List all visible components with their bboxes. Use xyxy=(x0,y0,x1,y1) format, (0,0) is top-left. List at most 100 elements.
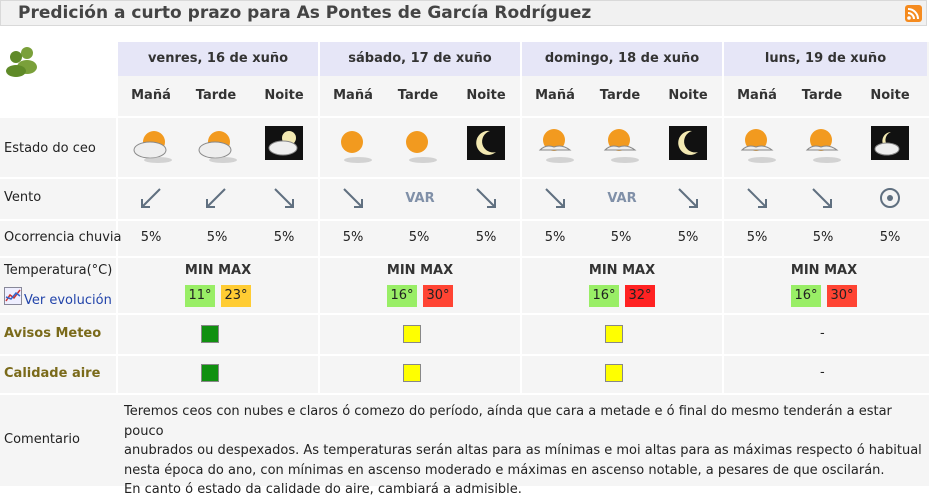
row-divider xyxy=(0,313,929,315)
rain-probability: 5% xyxy=(273,230,295,245)
period-label: Mañá xyxy=(131,88,171,103)
temp-max: 30° xyxy=(423,285,453,307)
wind-arrow-se-icon xyxy=(747,188,767,208)
rain-probability: 5% xyxy=(475,230,497,245)
cloudy-sun-icon xyxy=(198,131,237,163)
warning-level-green[interactable] xyxy=(201,325,219,343)
wind-arrow-se-icon xyxy=(812,188,832,208)
warning-level-yellow[interactable] xyxy=(605,325,623,343)
row-label-air-quality[interactable]: Calidade aire xyxy=(4,366,101,381)
period-label: Mañá xyxy=(535,88,575,103)
row-label-warnings[interactable]: Avisos Meteo xyxy=(4,326,102,341)
period-label: Tarde xyxy=(195,88,237,103)
day-header: luns, 19 de xuño xyxy=(724,42,927,76)
temp-min: 11° xyxy=(185,285,215,307)
row-divider xyxy=(0,354,929,356)
wind-arrow-se-icon xyxy=(678,188,698,208)
wind-arrow-sw-icon xyxy=(206,188,226,208)
temp-max: 32° xyxy=(625,285,655,307)
warning-none: - xyxy=(820,326,825,341)
min-max-header: MIN MAX xyxy=(386,263,454,278)
period-label: Noite xyxy=(668,88,708,103)
temp-min: 16° xyxy=(387,285,417,307)
wind-arrow-se-icon xyxy=(343,188,363,208)
rain-probability: 5% xyxy=(408,230,430,245)
rain-probability: 5% xyxy=(544,230,566,245)
temp-min: 16° xyxy=(791,285,821,307)
row-divider xyxy=(0,177,929,179)
period-label: Mañá xyxy=(333,88,373,103)
rain-probability: 5% xyxy=(140,230,162,245)
wind-arrow-sw-icon xyxy=(141,188,161,208)
comment-line: Teremos ceos con nubes e claros ó comezo… xyxy=(124,404,892,439)
cloudy-moon-icon xyxy=(871,126,909,160)
partly-cloudy-sun-icon xyxy=(805,129,841,163)
wind-variable-label: VAR xyxy=(607,191,637,206)
row-divider xyxy=(0,116,929,118)
evolution-link[interactable]: Ver evolución xyxy=(24,293,112,308)
rain-probability: 5% xyxy=(812,230,834,245)
column-divider xyxy=(722,42,724,393)
min-max-header: MIN MAX xyxy=(588,263,656,278)
cloudy-sun-icon xyxy=(133,131,172,163)
row-label-rain: Ocorrencia chuvia xyxy=(4,230,122,245)
comment-line: nesta época do ano, con mínimas en ascen… xyxy=(124,462,885,478)
temp-min: 16° xyxy=(589,285,619,307)
min-max-header: MIN MAX xyxy=(790,263,858,278)
air-quality-yellow[interactable] xyxy=(605,364,623,382)
rss-icon[interactable] xyxy=(905,5,922,22)
day-header: sábado, 17 de xuño xyxy=(320,42,520,76)
row-divider xyxy=(0,219,929,221)
rain-probability: 5% xyxy=(206,230,228,245)
temp-max: 23° xyxy=(221,285,251,307)
period-label: Mañá xyxy=(737,88,777,103)
sun-icon xyxy=(406,131,437,163)
partly-cloudy-sun-icon xyxy=(603,129,639,163)
chart-icon[interactable] xyxy=(4,287,22,305)
title-bar: Predición a curto prazo para As Pontes d… xyxy=(0,0,927,26)
row-label-temperature: Temperatura(°C) xyxy=(4,263,113,278)
wind-variable-label: VAR xyxy=(405,191,435,206)
column-divider xyxy=(318,42,320,393)
comment-line: En canto ó estado da calidade do aire, c… xyxy=(124,482,522,497)
temp-max: 30° xyxy=(827,285,857,307)
wind-arrow-se-icon xyxy=(476,188,496,208)
cloudy-moon-icon xyxy=(265,126,303,160)
row-label-wind: Vento xyxy=(4,190,42,205)
day-header: venres, 16 de xuño xyxy=(118,42,318,76)
period-label: Noite xyxy=(264,88,304,103)
sun-icon xyxy=(341,131,372,163)
comment-line: anubrados ou despexados. As temperaturas… xyxy=(124,443,922,458)
period-label: Tarde xyxy=(599,88,641,103)
moon-icon xyxy=(467,126,505,160)
wind-arrow-se-icon xyxy=(545,188,565,208)
period-label: Noite xyxy=(870,88,910,103)
partly-cloudy-sun-icon xyxy=(538,129,574,163)
rain-probability: 5% xyxy=(342,230,364,245)
rain-probability: 5% xyxy=(746,230,768,245)
warning-level-yellow[interactable] xyxy=(403,325,421,343)
row-label-sky: Estado do ceo xyxy=(4,141,96,156)
column-divider xyxy=(520,42,522,393)
rain-probability: 5% xyxy=(677,230,699,245)
partly-cloudy-sun-icon xyxy=(740,129,776,163)
row-divider xyxy=(0,256,929,258)
air-quality-green[interactable] xyxy=(201,364,219,382)
air-quality-none: - xyxy=(820,365,825,380)
min-max-header: MIN MAX xyxy=(184,263,252,278)
page-title: Predición a curto prazo para As Pontes d… xyxy=(18,3,592,23)
day-header: domingo, 18 de xuño xyxy=(522,42,722,76)
air-quality-yellow[interactable] xyxy=(403,364,421,382)
forecast-comment: Teremos ceos con nubes e claros ó comezo… xyxy=(124,402,924,500)
rain-probability: 5% xyxy=(879,230,901,245)
period-label: Tarde xyxy=(801,88,843,103)
moon-icon xyxy=(669,126,707,160)
wind-arrow-se-icon xyxy=(274,188,294,208)
period-label: Tarde xyxy=(397,88,439,103)
column-divider xyxy=(116,42,118,393)
wind-calm-icon xyxy=(880,188,900,208)
period-label: Noite xyxy=(466,88,506,103)
rain-probability: 5% xyxy=(610,230,632,245)
row-divider xyxy=(0,393,929,395)
users-icon xyxy=(6,47,37,77)
